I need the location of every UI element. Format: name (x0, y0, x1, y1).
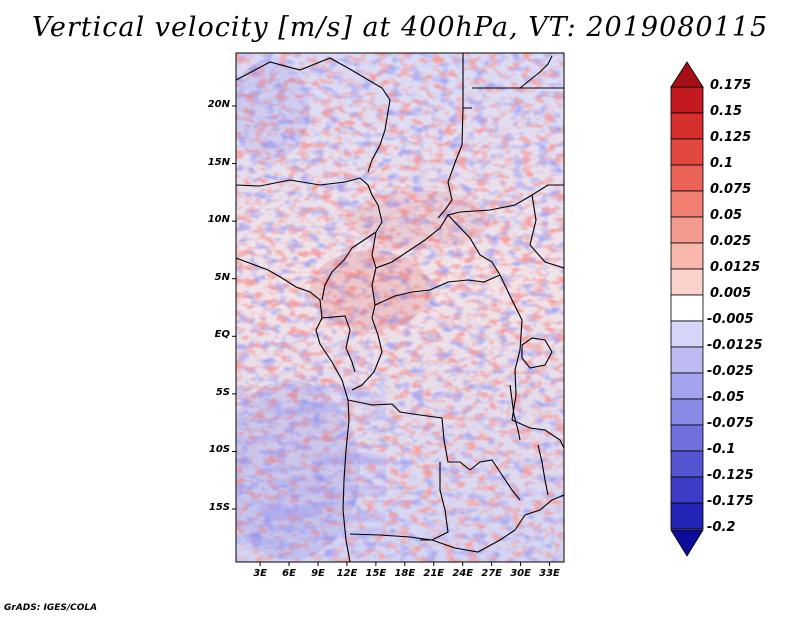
colorbar-swatch (670, 294, 704, 322)
lat-label: 15S (208, 502, 230, 514)
colorbar-label: 0.125 (710, 130, 752, 145)
border-congo-drc (351, 317, 383, 391)
colorbar-label: -0.125 (707, 468, 754, 483)
colorbar (670, 61, 704, 557)
lat-label: EQ (214, 329, 230, 341)
lat-label: 20N (207, 98, 230, 110)
subsidence-southwest (236, 380, 360, 560)
lon-label: 12E (336, 568, 358, 579)
border-tanzania (511, 419, 564, 449)
colorbar-label: 0.025 (710, 234, 752, 249)
colorbar-label: 0.15 (710, 104, 743, 119)
ascent-core-north (350, 190, 490, 250)
lon-label: 27E (481, 568, 503, 579)
colorbar-label: -0.1 (707, 442, 736, 457)
colorbar-swatch (670, 190, 704, 218)
map-panel (236, 53, 564, 562)
colorbar-swatch (670, 138, 704, 166)
border-mozambique (514, 494, 564, 531)
colorbar-label: -0.05 (707, 390, 745, 405)
border-lake-chad (359, 177, 383, 233)
lake-victoria (521, 337, 553, 369)
colorbar-swatch (670, 242, 704, 270)
lake-tanganyika (509, 384, 521, 441)
colorbar-label: -0.025 (707, 364, 754, 379)
colorbar-swatch (670, 450, 704, 478)
lon-label: 3E (253, 568, 267, 579)
colorbar-label: -0.075 (707, 416, 754, 431)
lat-label: 5S (215, 386, 230, 398)
map-frame (235, 52, 565, 563)
chart-title: Vertical velocity [m/s] at 400hPa, VT: 2… (31, 12, 769, 43)
lat-label: 15N (207, 156, 230, 168)
border-car-drc (374, 274, 501, 306)
lat-label: 5N (214, 271, 230, 283)
red-sea-coast (519, 55, 553, 89)
southwest-streaks (236, 360, 386, 562)
colorbar-swatch (670, 86, 704, 114)
colorbar-label: 0.0125 (710, 260, 761, 275)
border-drc-zambia (469, 459, 521, 501)
border-car-south-sudan (447, 214, 501, 276)
lon-label: 33E (539, 568, 560, 579)
lake-malawi (537, 444, 549, 496)
border-libya-chad (347, 67, 391, 173)
border-angola-namibia (349, 533, 433, 541)
grads-credit: GrADS: IGES/COLA (4, 603, 98, 613)
border-nigeria-cameroon (321, 231, 377, 301)
border-south-sudan-sudan (459, 184, 564, 213)
colorbar-swatch (670, 424, 704, 452)
border-sudan-chad (437, 107, 464, 219)
lon-label: 30E (510, 568, 531, 579)
border-south-sudan-ethiopia (529, 194, 564, 269)
border-drc-angola (347, 399, 471, 471)
colorbar-label: 0.1 (710, 156, 734, 171)
coastline-west-africa (236, 257, 351, 562)
colorbar-bottom-arrow (670, 529, 704, 557)
colorbar-swatch (670, 216, 704, 244)
border-drc-uganda (499, 274, 523, 421)
lon-label: 15E (365, 568, 387, 579)
colorbar-label: 0.005 (710, 286, 752, 301)
axis-ticks (232, 105, 551, 566)
subsidence-northwest (236, 60, 310, 160)
colorbar-swatch (670, 372, 704, 400)
colorbar-top-arrow (670, 61, 704, 88)
colorbar-swatch (670, 476, 704, 504)
ascent-core-central-africa (310, 250, 430, 330)
colorbar-swatch (670, 164, 704, 192)
border-zambia-zimbabwe (431, 529, 516, 553)
colorbar-swatch (670, 268, 704, 296)
colorbar-label: -0.0125 (707, 338, 763, 353)
colorbar-label: 0.05 (710, 208, 743, 223)
lon-label: 24E (452, 568, 474, 579)
colorbar-label: 0.175 (710, 78, 752, 93)
lon-label: 9E (311, 568, 325, 579)
colorbar-label: -0.175 (707, 494, 754, 509)
colorbar-label: -0.2 (707, 520, 736, 535)
border-nigeria-niger (236, 177, 361, 187)
lon-label: 21E (423, 568, 445, 579)
border-cameroon-car (371, 231, 377, 319)
colorbar-swatch (670, 398, 704, 426)
colorbar-swatch (670, 320, 704, 348)
border-congo-gabon (321, 315, 356, 373)
colorbar-swatch (670, 346, 704, 374)
lon-label: 18E (394, 568, 416, 579)
lat-label: 10N (207, 214, 230, 226)
colorbar-swatch (670, 112, 704, 140)
colorbar-swatch (670, 502, 704, 530)
country-borders (236, 53, 564, 562)
lon-label: 6E (282, 568, 296, 579)
border-libya-niger (236, 57, 349, 81)
colorbar-label: -0.005 (707, 312, 754, 327)
lat-label: 10S (208, 444, 230, 456)
colorbar-label: 0.075 (710, 182, 752, 197)
